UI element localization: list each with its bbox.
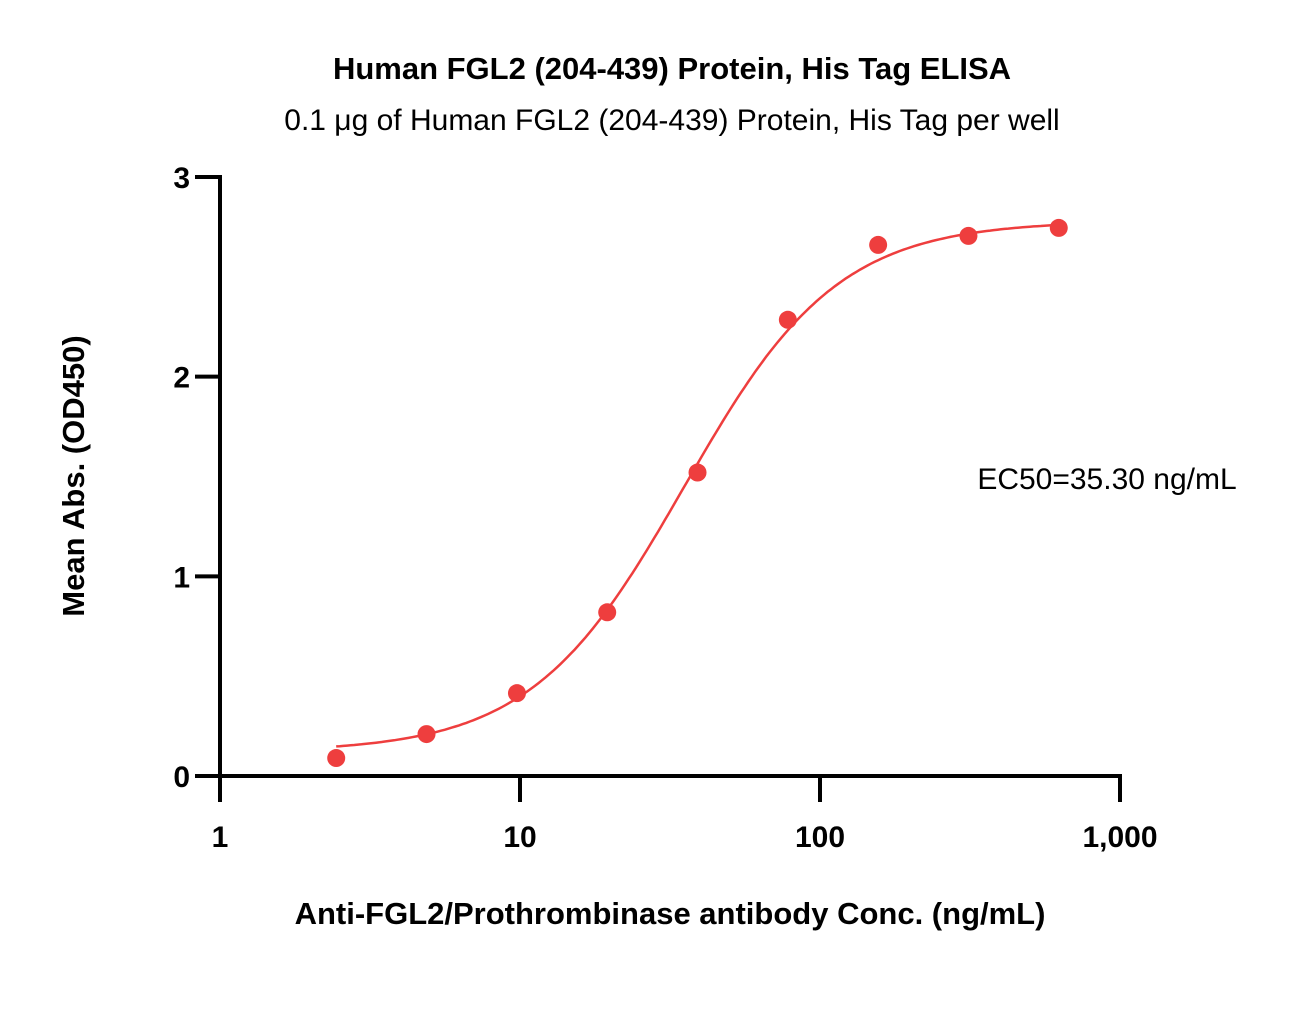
x-axis-label: Anti-FGL2/Prothrombinase antibody Conc. …: [295, 896, 1046, 931]
data-point: [688, 463, 707, 482]
y-tick-label: 2: [173, 362, 190, 395]
x-tick-label: 100: [795, 821, 845, 854]
data-point: [1049, 218, 1068, 237]
data-point: [869, 235, 888, 254]
x-tick-label: 1: [212, 821, 229, 854]
x-tick-label: 10: [503, 821, 536, 854]
y-tick-label: 0: [173, 761, 190, 794]
data-point: [598, 603, 617, 622]
data-points: [327, 218, 1068, 768]
ec50-annotation: EC50=35.30 ng/mL: [977, 463, 1236, 496]
fit-curve: [336, 223, 1059, 748]
y-tick-label: 3: [173, 162, 190, 195]
y-tick-label: 1: [173, 561, 190, 594]
data-point: [327, 749, 346, 768]
data-point: [778, 310, 797, 329]
chart-subtitle: 0.1 μg of Human FGL2 (204-439) Protein, …: [284, 104, 1059, 137]
chart-title: Human FGL2 (204-439) Protein, His Tag EL…: [333, 51, 1011, 86]
y-axis-label: Mean Abs. (OD450): [56, 335, 91, 616]
data-point: [417, 725, 436, 744]
x-tick-label: 1,000: [1082, 821, 1157, 854]
data-point: [507, 684, 526, 703]
data-point: [959, 226, 978, 245]
